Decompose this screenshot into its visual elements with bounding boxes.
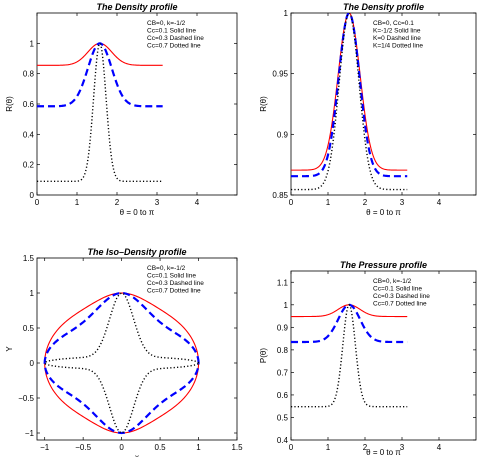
series-contour-dotted — [43, 292, 200, 434]
x-tick-label: 0 — [289, 443, 294, 452]
legend-entry: CB=0, k=-1/2 — [147, 265, 186, 272]
chart-title: The Iso–Density profile — [87, 247, 186, 257]
legend-entry: Cc=0.3 Dashed line — [147, 35, 204, 42]
legend-entry: CB=0, Cc=0.1 — [373, 20, 414, 27]
chart-title: The Density profile — [96, 2, 177, 12]
legend-entry: Cc=0.3 Dashed line — [373, 293, 430, 300]
series-line-dashed — [291, 303, 408, 344]
series-group — [43, 291, 200, 435]
chart-panel-1: 0 1 2 3 4 0 0.2 0.4 0.6 0.8 1 The Density profile θ … — [5, 2, 238, 217]
x-tick-label: −1 — [40, 443, 50, 452]
x-axis-label: x — [135, 453, 139, 457]
series-contour-solid — [44, 292, 200, 434]
legend-entry: CB=0, k=-1/2 — [147, 20, 186, 27]
x-tick-label: −0.5 — [75, 443, 91, 452]
y-tick-label: −0.5 — [18, 394, 34, 403]
plot-frame — [290, 270, 477, 441]
x-tick-label: 2 — [115, 198, 120, 207]
x-tick-label: 1 — [75, 198, 80, 207]
y-tick-label: 0.8 — [277, 346, 289, 355]
plot-frame — [36, 12, 238, 196]
legend-entry: K=0 Dashed line — [373, 35, 421, 42]
x-tick-label: 0 — [119, 443, 124, 452]
y-tick-label: 0.9 — [277, 323, 289, 332]
y-tick-label: 0 — [30, 191, 35, 200]
chart-panel-3: −1 −0.5 0 0.5 1 1.5 −1 −0.5 0 0.5 1 1.5 The Iso–Dens… — [5, 247, 243, 457]
legend-entry: Cc=0.3 Dashed line — [147, 280, 204, 287]
plot-frame — [36, 257, 238, 441]
series-line-dashed — [37, 42, 163, 108]
x-tick-label: 2 — [363, 198, 368, 207]
y-tick-label: 1.1 — [277, 278, 289, 287]
x-axis-label: θ = 0 to π — [120, 208, 155, 217]
x-tick-label: 4 — [195, 198, 200, 207]
x-tick-label: 0 — [289, 198, 294, 207]
legend-entry: Cc=0.7 Dotted line — [147, 288, 201, 295]
y-tick-label: 0.9 — [277, 130, 289, 139]
plot-frame — [290, 12, 477, 196]
legend-entry: Cc=0.1 Solid line — [147, 273, 196, 280]
legend-entry: Cc=0.7 Dotted line — [373, 301, 427, 308]
legend-entry: Cc=0.1 Solid line — [373, 286, 422, 293]
x-axis-label: θ = 0 to π — [366, 448, 401, 457]
legend-entry: CB=0, k=-1/2 — [373, 278, 412, 285]
legend-entry: Cc=0.7 Dotted line — [147, 43, 201, 50]
legend-entry: K=-1/2 Solid line — [373, 28, 421, 35]
series-line-dashed — [291, 13, 408, 178]
series-line-solid — [291, 13, 408, 171]
x-tick-label: 3 — [400, 198, 405, 207]
y-tick-label: 0.6 — [277, 391, 289, 400]
x-tick-label: 4 — [437, 198, 442, 207]
y-tick-label: 1 — [284, 9, 289, 18]
x-tick-label: 3 — [155, 198, 160, 207]
series-line-dotted — [291, 303, 408, 408]
series-line-dotted — [37, 42, 163, 183]
x-tick-label: 3 — [400, 443, 405, 452]
series-group — [37, 42, 163, 183]
y-tick-label: 1.5 — [23, 254, 35, 263]
y-tick-label: 0.6 — [23, 100, 35, 109]
y-axis-label: P(θ) — [259, 348, 268, 363]
x-tick-label: 1 — [196, 443, 201, 452]
y-tick-label: 0.5 — [277, 413, 289, 422]
y-tick-label: 0.5 — [23, 324, 35, 333]
y-tick-label: 0.4 — [23, 130, 35, 139]
chart-panel-2: 0 1 2 3 4 0.85 0.9 0.95 1 The Density profile θ = … — [259, 2, 477, 217]
x-tick-label: 2 — [363, 443, 368, 452]
x-tick-label: 0 — [35, 198, 40, 207]
x-tick-label: 1.5 — [231, 443, 243, 452]
x-tick-label: 0.5 — [155, 443, 167, 452]
chart-panel-4: 0 1 2 3 4 0.4 0.5 0.6 0.7 0.8 0.9 1 1.1 The Pressure … — [259, 260, 477, 457]
y-axis-label: R(θ) — [5, 96, 14, 112]
y-tick-label: 0.7 — [277, 368, 289, 377]
legend-entry: K=1/4 Dotted line — [373, 43, 423, 50]
y-tick-label: 1 — [284, 301, 289, 310]
y-tick-label: −1 — [25, 429, 35, 438]
y-tick-label: 0.95 — [272, 70, 288, 79]
series-contour-dashed — [43, 291, 200, 435]
chart-title: The Density profile — [343, 2, 424, 12]
y-tick-label: 1 — [30, 39, 35, 48]
chart-title: The Pressure profile — [340, 260, 427, 270]
x-tick-label: 1 — [326, 198, 331, 207]
y-axis-label: R(θ) — [259, 96, 268, 112]
series-group — [291, 303, 408, 408]
x-axis-label: θ = 0 to π — [366, 208, 401, 217]
legend-entry: Cc=0.1 Solid line — [147, 28, 196, 35]
y-tick-label: 0.2 — [23, 161, 35, 170]
x-tick-label: 1 — [326, 443, 331, 452]
series-line-solid — [37, 42, 163, 66]
y-tick-label: 0 — [30, 359, 35, 368]
y-tick-label: 0.8 — [23, 70, 35, 79]
series-group — [291, 13, 408, 191]
y-tick-label: 0.85 — [272, 191, 288, 200]
x-tick-label: 4 — [437, 443, 442, 452]
y-axis-label: Y — [5, 346, 14, 352]
y-tick-label: 1 — [30, 289, 35, 298]
y-tick-label: 0.4 — [277, 436, 289, 445]
